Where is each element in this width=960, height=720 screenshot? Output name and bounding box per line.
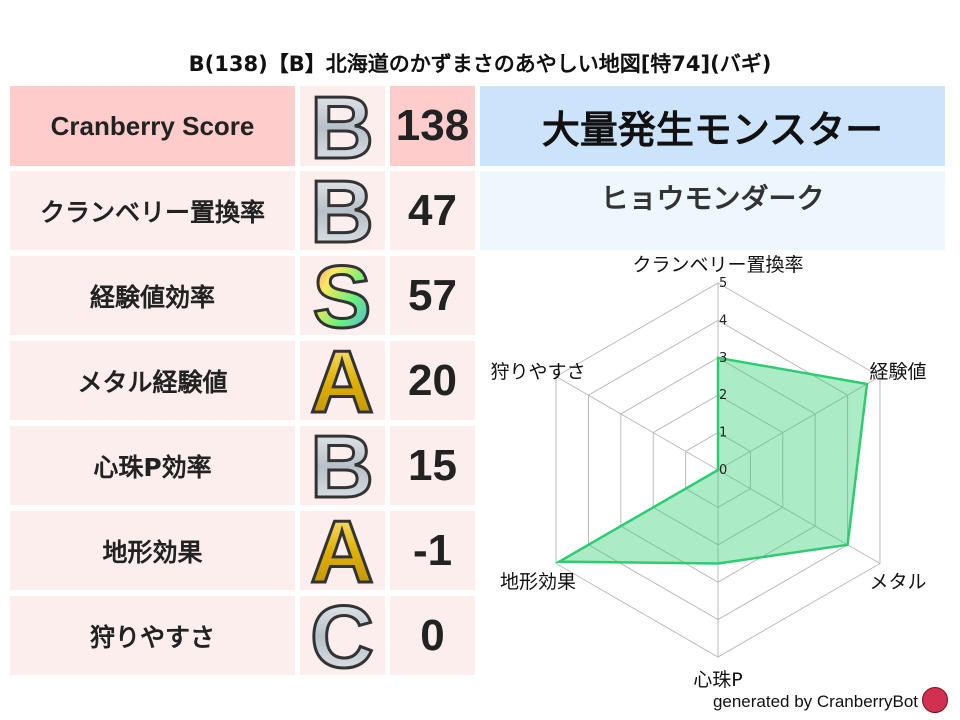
tick-label: 4 [719, 313, 727, 328]
row-score: 57 [390, 256, 475, 335]
tick-label: 3 [719, 351, 727, 366]
monster-header: 大量発生モンスター [480, 86, 945, 166]
grade-letter: B [310, 417, 374, 516]
footer-text: generated by CranberryBot [712, 692, 918, 711]
row-score: 0 [390, 596, 475, 675]
score-header-value: 138 [390, 86, 475, 166]
grid-spoke [717, 469, 881, 564]
axis-label: 心珠P [693, 669, 742, 690]
row-grade: S [300, 246, 385, 348]
row-grade: B [300, 416, 385, 518]
grid-spoke [717, 376, 881, 471]
axis-label: クランベリー置換率 [632, 254, 803, 276]
axis-label: メタル [869, 571, 926, 593]
tick-label: 1 [719, 426, 727, 441]
row-label: 地形効果 [10, 511, 295, 590]
grade-letter: B [310, 78, 374, 177]
grade-letter: A [310, 502, 374, 601]
axis-label: 狩りやすさ [490, 361, 585, 383]
row-grade: C [300, 586, 385, 688]
tick-label: 5 [719, 276, 727, 291]
grade-letter: C [310, 587, 374, 686]
row-score: 15 [390, 426, 475, 505]
row-grade: B [300, 161, 385, 263]
row-label: 心珠P効率 [10, 426, 295, 505]
row-score: -1 [390, 511, 475, 590]
grade-letter: S [313, 247, 372, 346]
row-label: メタル経験値 [10, 341, 295, 420]
monster-name: ヒョウモンダーク [480, 171, 945, 250]
grade-letter: A [310, 332, 374, 431]
row-label: クランベリー置換率 [10, 171, 295, 250]
grid-spoke [555, 376, 719, 471]
row-label: 経験値効率 [10, 256, 295, 335]
page-title: B(138)【B】北海道のかずまさのあやしい地図[特74](バギ) [188, 52, 772, 76]
tick-label: 0 [719, 463, 727, 478]
row-label: 狩りやすさ [10, 596, 295, 675]
tick-label: 2 [719, 388, 727, 403]
axis-label: 地形効果 [500, 571, 576, 593]
cranberry-bot-icon [922, 687, 948, 713]
row-score: 20 [390, 341, 475, 420]
row-grade: A [300, 331, 385, 433]
axis-label: 経験値 [869, 361, 926, 383]
grade-letter: B [310, 162, 374, 261]
score-header-grade: B [300, 76, 385, 178]
row-grade: A [300, 501, 385, 603]
row-score: 47 [390, 171, 475, 250]
data-polygon [554, 356, 869, 565]
score-header-label: Cranberry Score [10, 86, 295, 166]
